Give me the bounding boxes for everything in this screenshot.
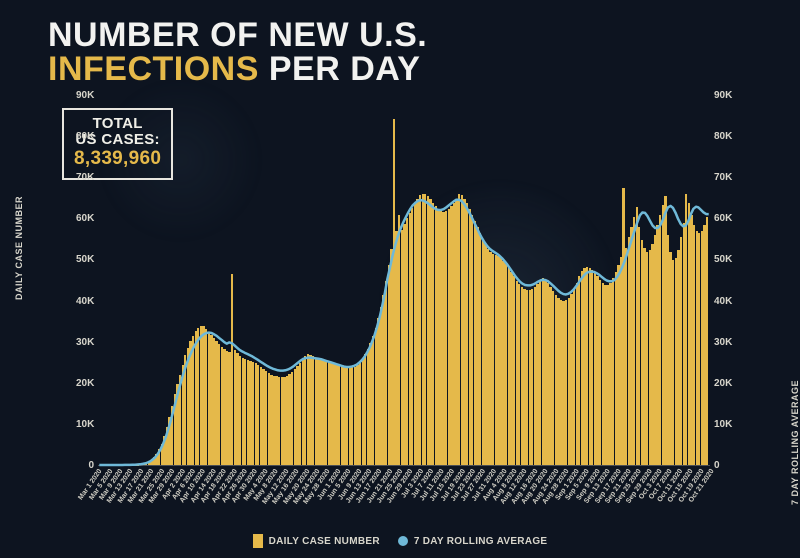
- y-axis-label-right: 7 DAY ROLLING AVERAGE: [790, 380, 800, 505]
- ytick-left: 80K: [76, 131, 94, 142]
- line-series: [98, 96, 710, 465]
- ytick-left: 30K: [76, 337, 94, 348]
- ytick-right: 70K: [714, 172, 736, 183]
- ytick-right: 80K: [714, 131, 736, 142]
- ytick-left: 40K: [76, 296, 94, 307]
- ytick-right: 30K: [714, 337, 736, 348]
- ytick-left: 10K: [76, 419, 94, 430]
- legend-line-label: 7 DAY ROLLING AVERAGE: [414, 536, 548, 547]
- ytick-left: 20K: [76, 378, 94, 389]
- title-highlight: INFECTIONS: [48, 50, 259, 88]
- ytick-left: 90K: [76, 90, 94, 101]
- ytick-right: 60K: [714, 213, 736, 224]
- ytick-left: 50K: [76, 254, 94, 265]
- title-line2: INFECTIONS PER DAY: [48, 52, 427, 86]
- ytick-left: 0: [76, 460, 94, 471]
- legend-item-line: 7 DAY ROLLING AVERAGE: [398, 536, 548, 547]
- ytick-right: 20K: [714, 378, 736, 389]
- ytick-right: 50K: [714, 254, 736, 265]
- title-line1: NUMBER OF NEW U.S.: [48, 18, 427, 52]
- x-axis-labels: Mar 1 2020Mar 5 2020Mar 9 2020Mar 13 202…: [98, 468, 710, 538]
- ytick-right: 0: [714, 460, 736, 471]
- y-axis-label-left: DAILY CASE NUMBER: [14, 196, 24, 300]
- chart-area: Mar 1 2020Mar 5 2020Mar 9 2020Mar 13 202…: [48, 96, 758, 466]
- title-post: PER DAY: [259, 50, 420, 88]
- ytick-right: 90K: [714, 90, 736, 101]
- legend: DAILY CASE NUMBER 7 DAY ROLLING AVERAGE: [0, 534, 800, 548]
- chart-title: NUMBER OF NEW U.S. INFECTIONS PER DAY: [48, 18, 427, 86]
- ytick-left: 60K: [76, 213, 94, 224]
- ytick-right: 10K: [714, 419, 736, 430]
- dot-swatch-icon: [398, 536, 408, 546]
- ytick-right: 40K: [714, 296, 736, 307]
- legend-item-bars: DAILY CASE NUMBER: [253, 534, 380, 548]
- plot-area: [98, 96, 710, 466]
- bar-swatch-icon: [253, 534, 263, 548]
- ytick-left: 70K: [76, 172, 94, 183]
- legend-bar-label: DAILY CASE NUMBER: [269, 536, 380, 547]
